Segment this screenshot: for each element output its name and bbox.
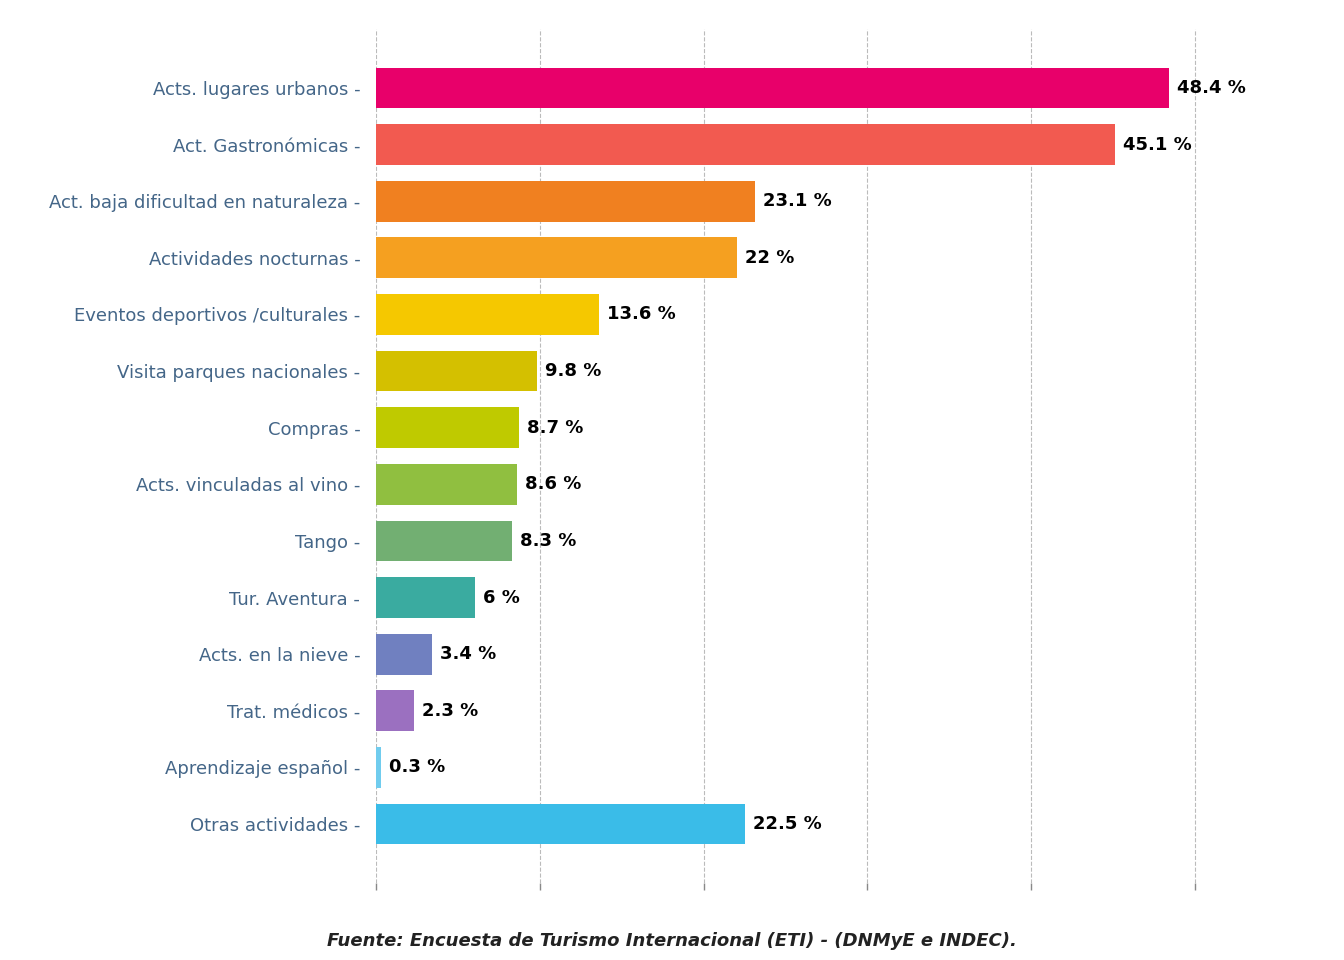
Bar <box>376 464 517 505</box>
Bar <box>376 350 536 392</box>
Text: 23.1 %: 23.1 % <box>762 192 832 210</box>
Text: 6 %: 6 % <box>482 588 520 607</box>
Bar <box>376 67 1169 108</box>
Bar <box>376 180 754 222</box>
Text: 8.3 %: 8.3 % <box>520 532 577 550</box>
Bar <box>376 577 474 618</box>
Text: Fuente: Encuesta de Turismo Internacional (ETI) - (DNMyE e INDEC).: Fuente: Encuesta de Turismo Internaciona… <box>327 931 1017 949</box>
Text: 3.4 %: 3.4 % <box>441 645 496 663</box>
Bar <box>376 237 737 278</box>
Text: 22 %: 22 % <box>745 249 794 267</box>
Bar <box>376 407 519 448</box>
Bar <box>376 804 745 845</box>
Bar <box>376 690 414 732</box>
Text: 2.3 %: 2.3 % <box>422 702 478 720</box>
Text: 22.5 %: 22.5 % <box>753 815 821 833</box>
Text: 48.4 %: 48.4 % <box>1177 79 1246 97</box>
Bar <box>376 294 599 335</box>
Text: 45.1 %: 45.1 % <box>1122 135 1192 154</box>
Bar <box>376 520 512 562</box>
Text: 8.7 %: 8.7 % <box>527 419 583 437</box>
Bar <box>376 747 382 788</box>
Text: 0.3 %: 0.3 % <box>390 758 446 777</box>
Text: 9.8 %: 9.8 % <box>544 362 601 380</box>
Text: 8.6 %: 8.6 % <box>526 475 582 493</box>
Bar <box>376 124 1114 165</box>
Text: 13.6 %: 13.6 % <box>607 305 676 324</box>
Bar <box>376 634 431 675</box>
